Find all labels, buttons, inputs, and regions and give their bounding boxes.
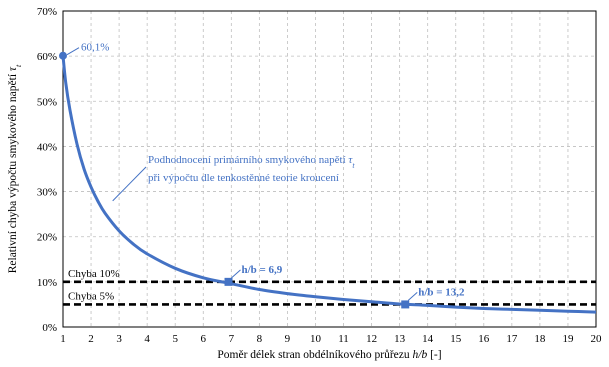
x-tick-label: 7 [229,333,235,345]
x-tick-label: 3 [116,333,122,345]
annotation-line-1: Podhodnocení primárního smykového napětí… [148,154,355,170]
marker-leader [231,269,241,279]
marker-label: 60,1% [81,42,109,54]
x-tick-label: 17 [506,333,518,345]
annotation: Podhodnocení primárního smykového napětí… [112,154,355,202]
x-tick-label: 18 [534,333,546,345]
grid [62,10,597,328]
x-tick-label: 13 [394,333,406,345]
y-tick-label: 30% [37,187,57,199]
marker-leader [407,292,418,301]
x-axis-title: Poměr délek stran obdélníkového průřezu … [217,348,441,361]
marker-point [401,300,410,309]
markers: 60,1% h/b = 6,9 h/b = 13,2 [59,42,465,309]
x-tick-label: 4 [144,333,150,345]
annotation-line-1-sub: t [352,161,355,170]
x-tick-label: 5 [172,333,178,345]
x-tick-label: 15 [450,333,462,345]
x-axis-title-main: Poměr délek stran obdélníkového průřezu [217,348,412,361]
marker-label: h/b = 13,2 [418,286,465,298]
y-tick-label: 0% [42,322,57,334]
threshold-label: Chyba 5% [68,290,114,302]
y-axis-title-sub: t [14,64,23,67]
annotation-leader [112,166,147,202]
x-tick-label: 9 [285,333,291,345]
x-tick-label: 1 [60,333,66,345]
x-tick-label: 11 [338,333,349,345]
x-tick-label: 6 [201,333,207,345]
x-tick-label: 20 [591,333,603,345]
annotation-line-1-var: τ [348,154,353,166]
x-tick-labels: 1 2 3 4 5 6 7 8 9 10 11 12 13 14 15 16 17 18 19 20 [60,333,602,345]
marker-leader [66,47,80,56]
y-tick-label: 50% [37,96,57,108]
threshold-lines: Chyba 10% Chyba 5% [63,268,596,306]
annotation-line-2: při výpočtu dle tenkostěnné teorie krouc… [148,172,339,184]
marker-point [224,277,233,286]
y-tick-label: 10% [37,277,57,289]
y-tick-label: 40% [37,141,57,153]
x-tick-label: 14 [422,333,434,345]
x-tick-label: 16 [478,333,490,345]
annotation-line-1-text: Podhodnocení primárního smykového napětí [148,154,348,166]
x-tick-label: 19 [562,333,574,345]
plot-frame [62,10,597,328]
x-tick-label: 2 [88,333,94,345]
marker-label: h/b = 6,9 [242,264,283,276]
y-axis-title-main: Relativní chyba výpočtu smykového napětí [7,71,19,273]
y-tick-label: 70% [37,6,57,18]
x-axis-title-var: h/b [413,349,428,361]
threshold-label: Chyba 10% [68,268,120,280]
y-axis-title-var: τ [7,66,19,71]
y-tick-labels: 0% 10% 20% 30% 40% 50% 60% 70% [37,6,57,334]
x-tick-label: 8 [257,333,263,345]
x-axis-title-unit: [-] [427,349,441,361]
y-tick-label: 20% [37,232,57,244]
y-tick-label: 60% [37,51,57,63]
y-axis-title: Relativní chyba výpočtu smykového napětí… [7,64,23,273]
x-tick-label: 12 [366,333,377,345]
x-tick-label: 10 [310,333,322,345]
marker-point [59,51,67,60]
